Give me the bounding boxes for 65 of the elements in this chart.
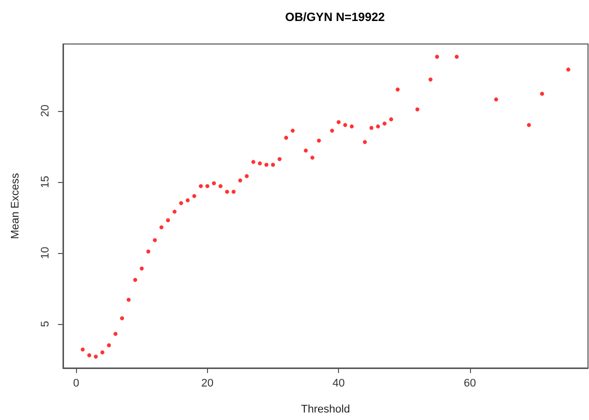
point xyxy=(540,92,544,96)
point xyxy=(172,210,177,214)
point xyxy=(376,124,380,128)
point xyxy=(114,332,118,336)
point xyxy=(179,201,184,206)
point xyxy=(212,181,216,186)
y-tick-label: 15 xyxy=(40,176,52,188)
point xyxy=(389,117,394,122)
y-axis-title: Mean Excess xyxy=(10,172,22,240)
point xyxy=(100,350,104,354)
x-tick-label: 60 xyxy=(464,378,476,390)
chart-title: OB/GYN N=19922 xyxy=(285,10,386,24)
point xyxy=(382,122,387,126)
y-tick-label: 20 xyxy=(40,104,52,117)
point xyxy=(152,238,157,242)
point xyxy=(316,138,321,143)
point xyxy=(396,87,400,92)
point xyxy=(278,157,282,162)
y-tick-label: 10 xyxy=(40,246,52,260)
point xyxy=(362,140,367,144)
point xyxy=(271,162,275,167)
x-tick-label: 0 xyxy=(73,378,80,390)
point xyxy=(566,68,570,72)
point xyxy=(166,218,170,222)
point xyxy=(80,348,85,352)
point xyxy=(238,178,242,182)
point xyxy=(494,97,498,102)
point xyxy=(106,343,111,348)
point xyxy=(251,160,256,164)
point xyxy=(126,298,131,302)
point xyxy=(94,354,98,359)
point xyxy=(133,278,138,282)
point xyxy=(146,249,150,254)
point xyxy=(415,107,420,112)
point xyxy=(435,54,440,59)
point xyxy=(198,184,203,188)
point xyxy=(205,184,210,188)
point xyxy=(343,123,348,127)
point xyxy=(159,225,164,230)
point xyxy=(284,136,288,140)
point xyxy=(87,353,92,358)
point xyxy=(304,148,308,153)
point xyxy=(258,161,262,166)
point xyxy=(218,184,222,188)
point xyxy=(330,128,334,133)
point xyxy=(232,190,236,194)
x-tick-label: 20 xyxy=(201,378,214,390)
point xyxy=(290,128,295,133)
point xyxy=(310,156,314,160)
point xyxy=(428,78,432,82)
point xyxy=(336,120,341,124)
point xyxy=(225,190,230,194)
point xyxy=(264,162,268,167)
point xyxy=(140,266,144,271)
point xyxy=(244,174,249,178)
point xyxy=(120,316,124,320)
point xyxy=(192,194,196,198)
point xyxy=(454,54,459,59)
x-axis-title: Threshold xyxy=(301,404,350,416)
point xyxy=(186,198,190,202)
point xyxy=(369,126,374,130)
y-tick-label: 5 xyxy=(40,320,52,328)
point xyxy=(526,123,531,127)
point xyxy=(350,124,354,128)
x-tick-label: 40 xyxy=(332,378,345,390)
